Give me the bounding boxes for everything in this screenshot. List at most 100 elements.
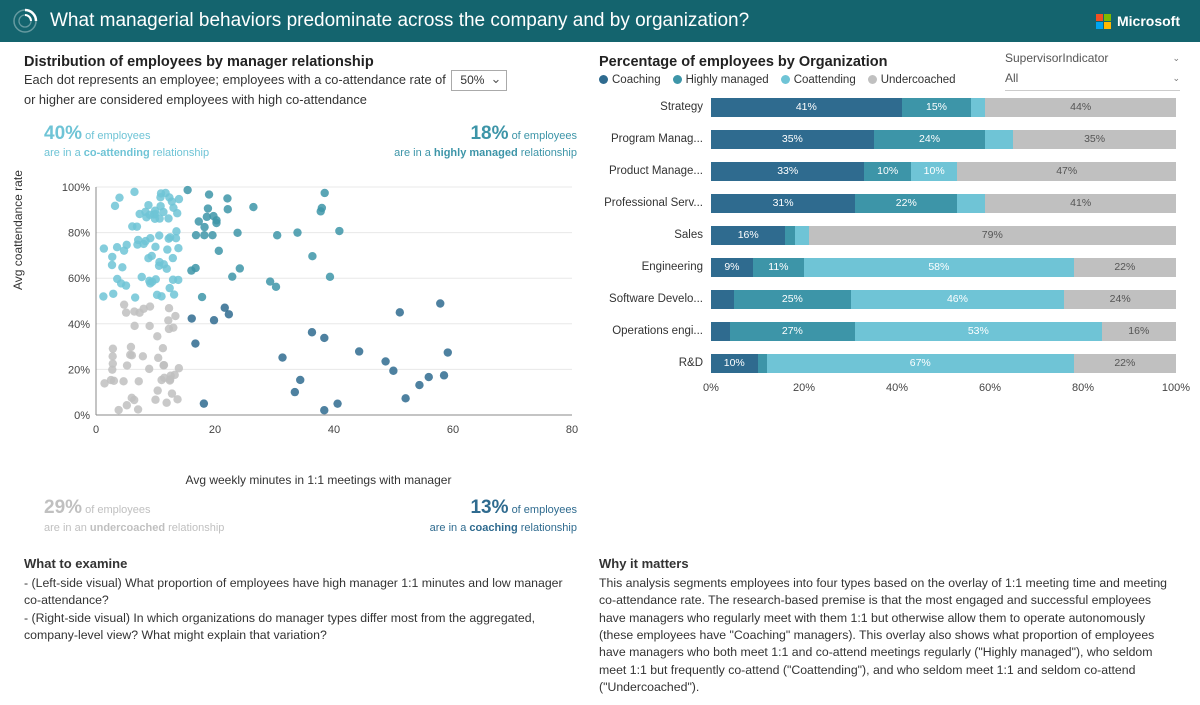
filters-panel: SupervisorIndicator⌄ All⌄	[1005, 48, 1180, 91]
bar-segment: 10%	[864, 162, 911, 181]
bar-track: 9%11%58%22%	[711, 258, 1176, 277]
bar-segment	[957, 194, 985, 213]
examine-heading: What to examine	[24, 556, 579, 571]
bar-segment: 44%	[985, 98, 1176, 117]
bar-category: Program Manag...	[599, 133, 711, 145]
bar-segment: 35%	[711, 130, 874, 149]
bar-segment: 10%	[711, 354, 758, 373]
bar-segment: 33%	[711, 162, 864, 181]
bar-category: R&D	[599, 357, 711, 369]
quad-coattending-label: 40% of employees are in a co-attending r…	[44, 121, 209, 161]
threshold-select[interactable]: 50%	[451, 70, 507, 91]
bar-row: R&D10% 67%22%	[599, 350, 1176, 376]
bar-track: 35%24%35%	[711, 130, 1176, 149]
bar-category: Sales	[599, 229, 711, 241]
supervisor-filter-value[interactable]: All⌄	[1005, 68, 1180, 91]
scatter-title: Distribution of employees by manager rel…	[24, 54, 579, 70]
bar-segment: 22%	[855, 194, 957, 213]
examine-body: - (Left-side visual) What proportion of …	[24, 575, 579, 645]
why-heading: Why it matters	[599, 556, 1176, 571]
svg-text:20: 20	[209, 424, 221, 436]
svg-text:60: 60	[447, 424, 459, 436]
bar-segment: 16%	[711, 226, 785, 245]
bar-segment	[758, 354, 767, 373]
microsoft-logo: Microsoft	[1096, 13, 1180, 29]
svg-text:80: 80	[566, 424, 578, 436]
scatter-plot: 0%20%40%60%80%100%020406080	[58, 179, 578, 439]
bar-segment	[795, 226, 809, 245]
quad-coaching-label: 13% of employees are in a coaching relat…	[430, 495, 577, 535]
bar-category: Engineering	[599, 261, 711, 273]
svg-text:0: 0	[93, 424, 99, 436]
bar-row: Professional Serv...31%22%41%	[599, 190, 1176, 216]
legend-item: Coattending	[781, 74, 856, 86]
bar-track: 27%53%16%	[711, 322, 1176, 341]
bar-category: Product Manage...	[599, 165, 711, 177]
bar-segment: 16%	[1102, 322, 1176, 341]
bar-segment	[971, 98, 985, 117]
bar-track: 41%15% 44%	[711, 98, 1176, 117]
scatter-y-axis-label: Avg coattendance rate	[11, 170, 25, 290]
bar-row: Strategy41%15% 44%	[599, 94, 1176, 120]
bar-track: 10% 67%22%	[711, 354, 1176, 373]
bar-segment: 9%	[711, 258, 753, 277]
legend-item: Undercoached	[868, 74, 956, 86]
stacked-bar-chart: Strategy41%15%44%Program Manag...35%24%3…	[599, 94, 1176, 376]
bar-row: Sales16% 79%	[599, 222, 1176, 248]
why-body: This analysis segments employees into fo…	[599, 575, 1176, 697]
pin-icon	[12, 8, 38, 34]
bar-segment: 31%	[711, 194, 855, 213]
report-header: What managerial behaviors predominate ac…	[0, 0, 1200, 42]
svg-text:0%: 0%	[74, 410, 90, 422]
svg-text:40: 40	[328, 424, 340, 436]
bar-segment: 22%	[1074, 258, 1176, 277]
bar-segment: 67%	[767, 354, 1074, 373]
bar-segment: 11%	[753, 258, 804, 277]
supervisor-filter[interactable]: SupervisorIndicator⌄	[1005, 48, 1180, 68]
bar-segment	[711, 290, 734, 309]
bar-segment: 24%	[1064, 290, 1176, 309]
bar-segment: 53%	[855, 322, 1101, 341]
bar-track: 31%22% 41%	[711, 194, 1176, 213]
bars-section: Percentage of employees by Organization …	[599, 54, 1176, 536]
svg-text:20%: 20%	[68, 365, 90, 377]
bar-segment: 22%	[1074, 354, 1176, 373]
bar-segment: 27%	[730, 322, 856, 341]
bar-track: 33%10%10%47%	[711, 162, 1176, 181]
bar-category: Strategy	[599, 101, 711, 113]
svg-text:80%: 80%	[68, 228, 90, 240]
legend-item: Highly managed	[673, 74, 769, 86]
bar-segment	[785, 226, 794, 245]
bars-x-axis: 0%20%40%60%80%100%	[711, 382, 1176, 400]
bar-segment: 24%	[874, 130, 986, 149]
bar-segment: 15%	[902, 98, 972, 117]
bar-row: Engineering9%11%58%22%	[599, 254, 1176, 280]
bar-category: Operations engi...	[599, 325, 711, 337]
legend-item: Coaching	[599, 74, 661, 86]
scatter-x-axis-label: Avg weekly minutes in 1:1 meetings with …	[58, 473, 579, 487]
bar-segment	[711, 322, 730, 341]
quad-highly-managed-label: 18% of employees are in a highly managed…	[394, 121, 577, 161]
bar-segment: 58%	[804, 258, 1074, 277]
bar-segment: 41%	[711, 98, 902, 117]
bar-segment: 25%	[734, 290, 850, 309]
bar-category: Software Develo...	[599, 293, 711, 305]
bar-segment: 10%	[911, 162, 958, 181]
bar-row: Operations engi...27%53%16%	[599, 318, 1176, 344]
svg-text:40%: 40%	[68, 319, 90, 331]
page-title: What managerial behaviors predominate ac…	[50, 10, 749, 32]
chevron-down-icon: ⌄	[1172, 53, 1180, 64]
bar-segment: 41%	[985, 194, 1176, 213]
bar-track: 16% 79%	[711, 226, 1176, 245]
scatter-subtitle: Each dot represents an employee; employe…	[24, 70, 579, 109]
bar-row: Program Manag...35%24%35%	[599, 126, 1176, 152]
bar-segment: 35%	[1013, 130, 1176, 149]
scatter-section: Distribution of employees by manager rel…	[24, 54, 579, 536]
quad-undercoached-label: 29% of employees are in an undercoached …	[44, 495, 224, 535]
bar-track: 25%46%24%	[711, 290, 1176, 309]
bar-segment: 79%	[809, 226, 1176, 245]
bar-segment	[985, 130, 1013, 149]
bar-row: Software Develo...25%46%24%	[599, 286, 1176, 312]
svg-text:60%: 60%	[68, 273, 90, 285]
chevron-down-icon: ⌄	[1172, 73, 1180, 84]
